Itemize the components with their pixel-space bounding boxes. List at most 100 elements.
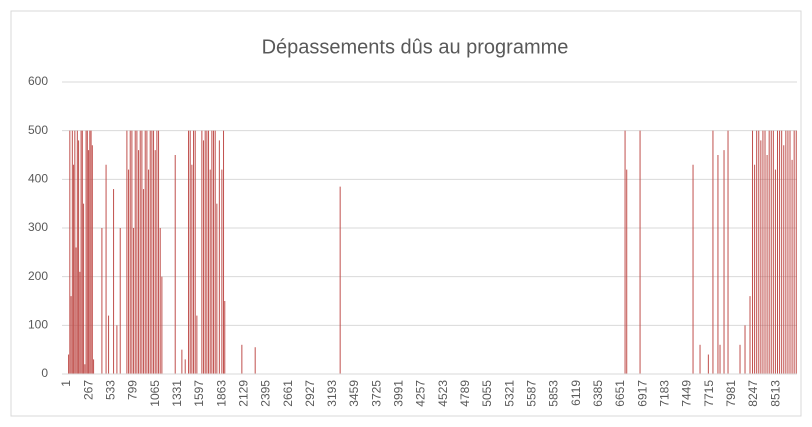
y-tick-label: 200 — [28, 269, 48, 283]
bar — [211, 130, 213, 374]
bar — [159, 228, 161, 374]
bar — [75, 247, 77, 374]
bar — [68, 354, 70, 374]
x-tick-label: 5321 — [502, 380, 516, 407]
bar — [783, 145, 785, 374]
y-tick-label: 500 — [28, 123, 48, 137]
bar — [754, 164, 756, 374]
bar — [191, 164, 193, 374]
bar — [88, 150, 90, 374]
bar — [639, 130, 641, 374]
bar — [196, 315, 198, 374]
bar — [218, 140, 220, 374]
bar — [69, 130, 71, 374]
y-tick-label: 400 — [28, 172, 48, 186]
x-tick-label: 3991 — [392, 380, 406, 407]
bar — [779, 130, 781, 374]
y-tick-label: 0 — [41, 366, 48, 380]
bar — [70, 296, 72, 374]
x-tick-label: 8513 — [768, 380, 782, 407]
x-tick-label: 5587 — [525, 380, 539, 407]
bar — [785, 130, 787, 374]
bar — [756, 130, 758, 374]
x-tick-label: 6119 — [569, 380, 583, 406]
bar — [791, 159, 793, 374]
x-tick-label: 1863 — [214, 380, 228, 407]
bar — [781, 130, 783, 374]
x-tick-label: 1065 — [148, 380, 162, 407]
bar — [161, 276, 163, 374]
bar — [692, 164, 694, 374]
x-tick-label: 3193 — [325, 380, 339, 407]
bar — [752, 130, 754, 374]
bar — [762, 130, 764, 374]
x-tick-label: 799 — [126, 380, 140, 400]
bar — [719, 344, 721, 374]
bar — [90, 130, 92, 374]
bar — [723, 150, 725, 374]
bar — [81, 130, 83, 374]
x-tick-label: 7715 — [702, 380, 716, 407]
bar — [795, 130, 797, 374]
bar — [158, 130, 160, 374]
chart-title: Dépassements dûs au programme — [262, 36, 569, 58]
x-tick-label: 1331 — [170, 380, 184, 407]
chart-border — [10, 10, 802, 417]
x-tick-label: 6917 — [635, 380, 649, 407]
x-tick-label: 6651 — [613, 380, 627, 407]
bar — [146, 130, 148, 374]
x-tick-label: 4523 — [436, 380, 450, 407]
x-tick-label: 7183 — [657, 380, 671, 407]
y-tick-label: 300 — [28, 220, 48, 234]
y-tick-label: 600 — [28, 74, 48, 88]
bar — [188, 130, 190, 374]
bar — [91, 145, 93, 374]
bar — [203, 140, 205, 374]
bar — [194, 130, 196, 374]
bar — [131, 130, 133, 374]
bar — [221, 169, 223, 374]
x-tick-label: 267 — [81, 380, 95, 400]
bar — [119, 228, 121, 374]
x-tick-label: 2129 — [236, 380, 250, 407]
y-tick-label: 100 — [28, 318, 48, 332]
bar — [138, 150, 140, 374]
bar — [139, 130, 141, 374]
bar — [717, 155, 719, 374]
bar — [144, 130, 146, 374]
bar — [213, 130, 215, 374]
bar — [707, 354, 709, 374]
bar — [128, 169, 130, 374]
bar — [770, 130, 772, 374]
x-tick-label: 2927 — [303, 380, 317, 407]
bar — [254, 347, 256, 374]
bar — [744, 325, 746, 374]
bar — [189, 130, 191, 374]
bar — [141, 130, 143, 374]
bar — [89, 130, 91, 374]
bar — [626, 169, 628, 374]
bar — [789, 130, 791, 374]
bar — [83, 203, 85, 374]
bar — [108, 315, 110, 374]
bar — [624, 130, 626, 374]
x-tick-label: 533 — [103, 380, 117, 400]
x-tick-label: 1 — [59, 380, 73, 387]
bar — [84, 364, 86, 374]
bar — [143, 189, 145, 374]
bar — [85, 130, 87, 374]
bar — [76, 130, 78, 374]
bar — [787, 130, 789, 374]
bar — [73, 164, 75, 374]
bar — [241, 344, 243, 374]
x-tick-label: 3725 — [369, 380, 383, 407]
bar — [749, 296, 751, 374]
x-tick-label: 8247 — [746, 380, 760, 407]
bar — [766, 155, 768, 374]
bar — [126, 130, 128, 374]
x-tick-label: 7449 — [680, 380, 694, 407]
bar — [204, 130, 206, 374]
x-tick-label: 5853 — [547, 380, 561, 407]
bar — [78, 140, 80, 374]
bar — [134, 130, 136, 374]
